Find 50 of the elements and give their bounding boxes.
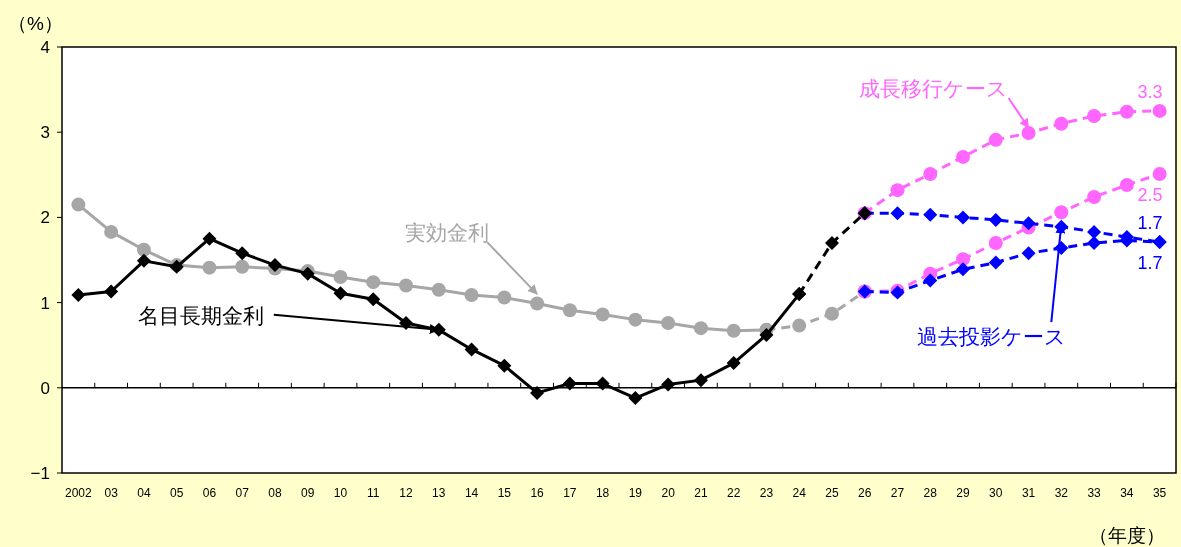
x-tick-label: 07	[235, 486, 250, 500]
y-tick-label: 1	[40, 293, 50, 313]
x-tick-label: 13	[432, 486, 446, 500]
data-label: 1.7	[1137, 253, 1163, 274]
x-tick-label: 2002	[65, 486, 93, 500]
x-tick-label: 34	[1120, 486, 1134, 500]
x-tick-label: 23	[759, 486, 774, 500]
x-tick-label: 06	[202, 486, 217, 500]
x-tick-label: 10	[333, 486, 348, 500]
x-tick-label: 15	[497, 486, 512, 500]
x-tick-label: 09	[301, 486, 315, 500]
annotation: 成長移行ケース	[859, 76, 1009, 100]
annotation: 過去投影ケース	[916, 325, 1066, 349]
x-tick-label: 11	[367, 486, 380, 500]
x-tick-label: 35	[1152, 486, 1167, 500]
x-tick-label: 08	[268, 486, 282, 500]
x-tick-label: 16	[530, 486, 545, 500]
y-tick-label: 2	[40, 208, 50, 228]
annotation: 実効金利	[405, 221, 490, 245]
x-tick-label: 14	[464, 486, 479, 500]
x-tick-label: 20	[661, 486, 676, 500]
x-tick-label: 25	[825, 486, 839, 500]
y-axis-title: （%）	[8, 13, 63, 34]
x-tick-label: 21	[694, 486, 708, 500]
x-tick-label: 27	[890, 486, 905, 500]
x-tick-label: 33	[1087, 486, 1102, 500]
y-tick-label: 4	[40, 38, 50, 57]
x-tick-label: 05	[170, 486, 184, 500]
x-tick-label: 32	[1054, 486, 1069, 500]
x-tick-label: 12	[399, 486, 414, 500]
x-tick-label: 26	[858, 486, 872, 500]
x-tick-label: 03	[104, 486, 119, 500]
data-label: 1.7	[1137, 213, 1163, 234]
y-tick-label: 3	[40, 123, 50, 143]
x-tick-label: 24	[792, 486, 807, 500]
x-tick-label: 28	[923, 486, 938, 500]
x-tick-label: 22	[727, 486, 741, 500]
x-tick-label: 29	[956, 486, 971, 500]
annotation: 名目長期金利	[137, 303, 264, 327]
x-tick-label: 17	[563, 486, 577, 500]
x-axis-title: （年度）	[1089, 525, 1165, 546]
x-tick-label: 19	[628, 486, 643, 500]
x-tick-label: 31	[1021, 486, 1036, 500]
y-tick-label: −1	[30, 464, 50, 483]
data-label: 2.5	[1137, 184, 1163, 205]
x-tick-label: 30	[989, 486, 1003, 500]
data-label: 3.3	[1137, 81, 1163, 102]
x-tick-label: 18	[595, 486, 610, 500]
x-tick-label: 04	[137, 486, 151, 500]
y-tick-label: 0	[40, 378, 50, 398]
